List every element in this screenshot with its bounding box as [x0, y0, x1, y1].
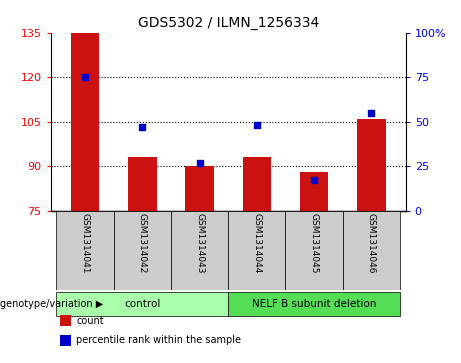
Bar — [185, 166, 214, 211]
Text: genotype/variation ▶: genotype/variation ▶ — [0, 299, 103, 309]
Bar — [242, 157, 271, 211]
Text: GSM1314045: GSM1314045 — [310, 213, 319, 273]
Point — [139, 124, 146, 130]
Bar — [171, 211, 228, 290]
Point — [253, 122, 260, 128]
Point — [310, 178, 318, 183]
Bar — [56, 211, 114, 290]
Bar — [71, 33, 100, 211]
Text: GSM1314044: GSM1314044 — [252, 213, 261, 273]
Bar — [285, 211, 343, 290]
Text: GSM1314043: GSM1314043 — [195, 213, 204, 273]
Bar — [357, 119, 386, 211]
Bar — [343, 211, 400, 290]
Text: GSM1314041: GSM1314041 — [81, 213, 89, 273]
Text: percentile rank within the sample: percentile rank within the sample — [76, 335, 241, 346]
Bar — [114, 211, 171, 290]
Point — [367, 110, 375, 116]
Bar — [300, 172, 328, 211]
Text: GSM1314042: GSM1314042 — [138, 213, 147, 273]
Text: NELF B subunit deletion: NELF B subunit deletion — [252, 299, 376, 309]
Text: GSM1314046: GSM1314046 — [367, 213, 376, 273]
Point — [196, 160, 203, 166]
Text: control: control — [124, 299, 160, 309]
Bar — [128, 157, 157, 211]
Bar — [56, 292, 228, 316]
Text: count: count — [76, 315, 104, 326]
Title: GDS5302 / ILMN_1256334: GDS5302 / ILMN_1256334 — [137, 16, 319, 30]
Bar — [228, 211, 285, 290]
Point — [82, 74, 89, 80]
Bar — [228, 292, 400, 316]
